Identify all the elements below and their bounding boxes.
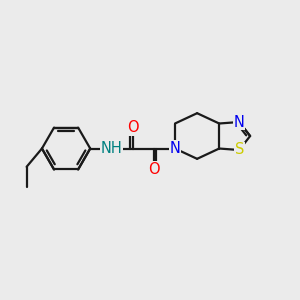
Text: O: O [127, 120, 138, 135]
Text: NH: NH [100, 141, 122, 156]
Text: N: N [169, 141, 181, 156]
Text: O: O [148, 162, 160, 177]
Text: N: N [234, 115, 245, 130]
Text: S: S [235, 142, 244, 158]
